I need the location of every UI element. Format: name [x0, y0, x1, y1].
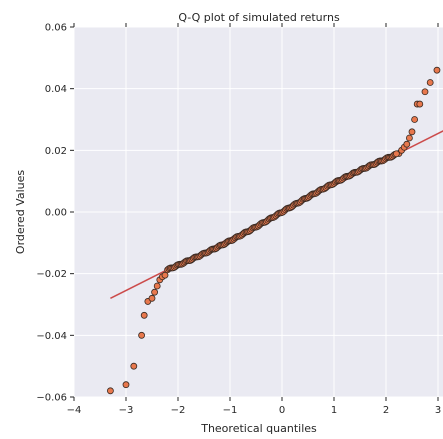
data-point	[421, 88, 429, 96]
y-tick-label: −0.04	[36, 331, 67, 342]
x-tick-label: −3	[119, 405, 134, 416]
data-point	[138, 331, 146, 339]
y-tick-label: −0.06	[36, 393, 67, 404]
data-point	[140, 311, 148, 319]
axis-ticks: −4−3−2−101234−0.06−0.04−0.020.000.020.04…	[36, 23, 441, 417]
x-tick-label: 0	[279, 405, 285, 416]
x-axis-label: Theoretical quantiles	[200, 422, 317, 435]
x-tick-label: 1	[331, 405, 337, 416]
data-point	[148, 294, 156, 302]
chart-title: Q-Q plot of simulated returns	[178, 11, 340, 24]
x-tick-label: 2	[383, 405, 389, 416]
x-tick-label: −4	[67, 405, 82, 416]
y-tick-label: 0.04	[45, 84, 67, 95]
grid-lines	[73, 26, 443, 398]
data-point	[405, 134, 413, 142]
data-point	[161, 271, 169, 279]
data-point	[403, 140, 411, 148]
x-tick-label: 3	[435, 405, 441, 416]
x-tick-label: −2	[171, 405, 186, 416]
data-point	[411, 116, 419, 123]
y-tick-label: 0.00	[45, 208, 67, 219]
data-point	[426, 79, 434, 86]
y-axis-label: Ordered Values	[14, 170, 27, 254]
data-points	[107, 66, 441, 395]
data-point	[130, 362, 138, 370]
y-tick-label: 0.06	[45, 23, 67, 34]
data-point	[122, 381, 130, 389]
data-point	[392, 150, 400, 158]
x-tick-label: −1	[223, 405, 238, 416]
data-point	[107, 387, 114, 395]
y-tick-label: −0.02	[36, 269, 67, 280]
data-point	[153, 282, 161, 290]
data-point	[408, 128, 416, 136]
data-point	[433, 66, 441, 74]
data-point	[151, 288, 159, 296]
data-point	[416, 100, 424, 108]
y-tick-label: 0.02	[45, 146, 67, 157]
